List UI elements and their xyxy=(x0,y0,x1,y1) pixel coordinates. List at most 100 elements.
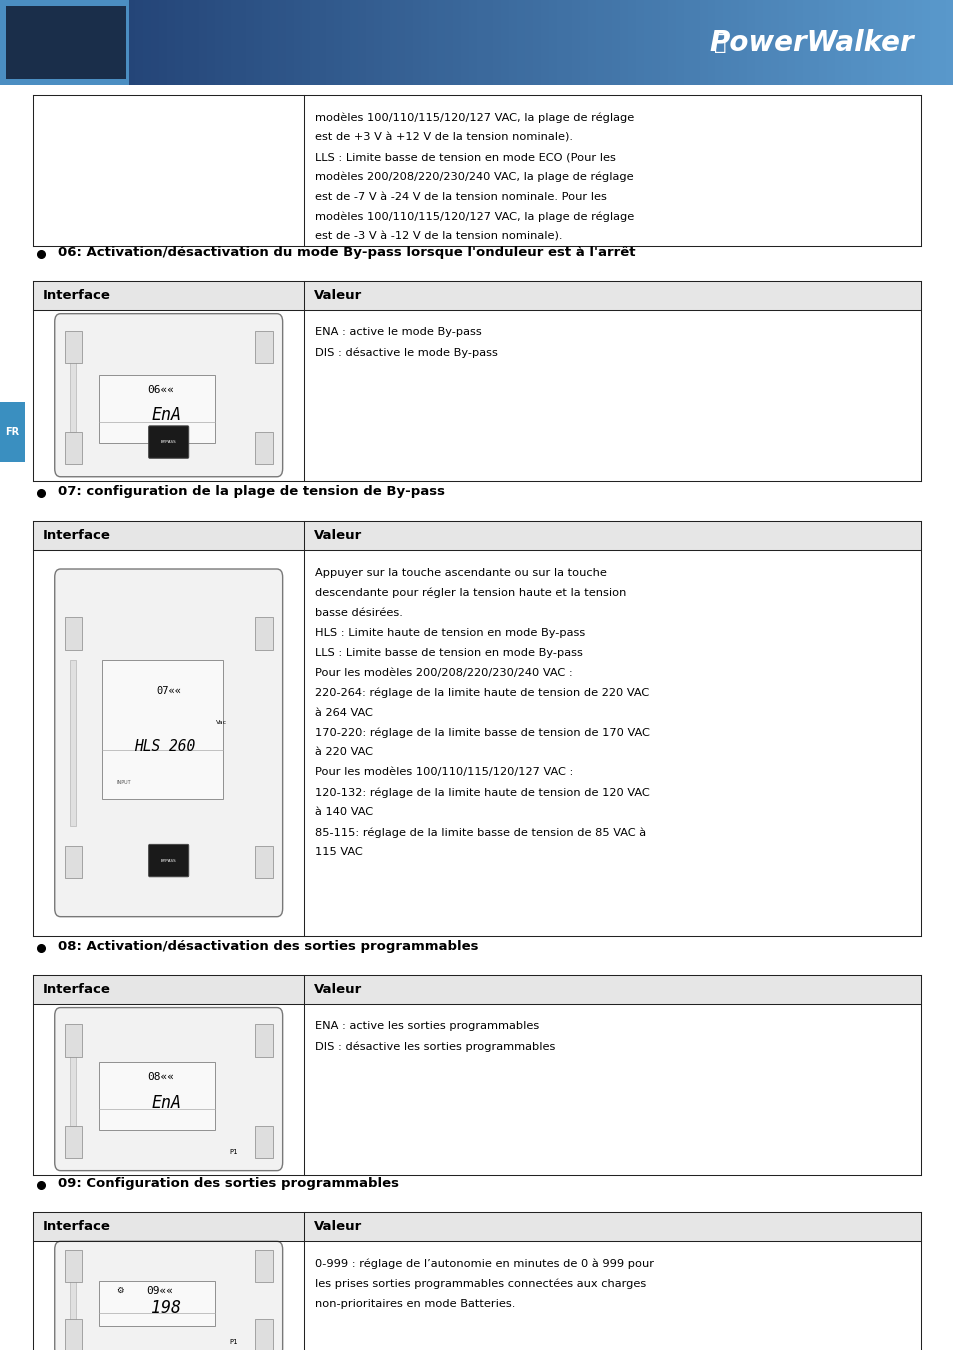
Bar xyxy=(841,0,852,85)
Bar xyxy=(374,0,383,85)
Bar xyxy=(48,0,57,85)
Text: LLS : Limite basse de tension en mode ECO (Pour les: LLS : Limite basse de tension en mode EC… xyxy=(315,153,616,162)
Bar xyxy=(65,1250,82,1282)
Text: 08««: 08«« xyxy=(148,1072,174,1081)
Text: PowerWalker: PowerWalker xyxy=(709,28,913,57)
Text: P1: P1 xyxy=(229,1149,237,1156)
Bar xyxy=(826,0,836,85)
Bar xyxy=(707,0,717,85)
Bar xyxy=(683,0,693,85)
Bar xyxy=(135,0,145,85)
Bar xyxy=(365,0,375,85)
Text: est de -7 V à -24 V de la tension nominale. Pour les: est de -7 V à -24 V de la tension nomina… xyxy=(315,192,607,202)
Bar xyxy=(65,331,82,363)
Text: modèles 100/110/115/120/127 VAC, la plage de réglage: modèles 100/110/115/120/127 VAC, la plag… xyxy=(315,212,634,223)
FancyBboxPatch shape xyxy=(54,1241,282,1350)
Bar xyxy=(183,0,193,85)
Text: EnA: EnA xyxy=(152,406,181,424)
Text: ⚙: ⚙ xyxy=(115,1287,123,1295)
Text: INPUT: INPUT xyxy=(116,780,131,784)
Bar xyxy=(55,0,66,85)
Bar xyxy=(214,0,224,85)
Bar xyxy=(937,0,947,85)
Bar xyxy=(33,95,920,246)
Bar xyxy=(255,846,273,879)
Bar xyxy=(65,432,82,464)
Bar xyxy=(945,0,953,85)
Bar xyxy=(65,846,82,879)
Bar xyxy=(802,0,812,85)
Text: HLS : Limite haute de tension en mode By-pass: HLS : Limite haute de tension en mode By… xyxy=(315,628,585,637)
Bar xyxy=(436,0,447,85)
Bar xyxy=(421,0,431,85)
Bar xyxy=(556,0,566,85)
Text: 06: Activation/désactivation du mode By-pass lorsque l'onduleur est à l'arrêt: 06: Activation/désactivation du mode By-… xyxy=(58,246,635,259)
Bar xyxy=(31,0,42,85)
Text: 198: 198 xyxy=(152,1299,181,1318)
Bar xyxy=(286,0,295,85)
Text: est de +3 V à +12 V de la tension nominale).: est de +3 V à +12 V de la tension nomina… xyxy=(315,132,573,142)
Text: 0-999 : réglage de l’autonomie en minutes de 0 à 999 pour: 0-999 : réglage de l’autonomie en minute… xyxy=(315,1258,654,1269)
Text: BYPASS: BYPASS xyxy=(161,440,176,444)
Bar xyxy=(255,331,273,363)
Bar xyxy=(326,0,335,85)
Bar xyxy=(476,0,486,85)
Bar xyxy=(191,0,200,85)
Bar xyxy=(453,0,462,85)
Bar xyxy=(238,0,248,85)
Bar xyxy=(493,0,502,85)
Bar xyxy=(810,0,820,85)
Bar xyxy=(715,0,724,85)
Text: FR: FR xyxy=(6,427,19,437)
Text: DIS : désactive les sorties programmables: DIS : désactive les sorties programmable… xyxy=(315,1041,556,1052)
Bar xyxy=(159,0,169,85)
Text: 85-115: réglage de la limite basse de tension de 85 VAC à: 85-115: réglage de la limite basse de te… xyxy=(315,828,646,838)
Bar xyxy=(619,0,629,85)
Text: ⓞ: ⓞ xyxy=(713,32,726,53)
Bar xyxy=(699,0,709,85)
Bar xyxy=(540,0,550,85)
Text: Interface: Interface xyxy=(43,529,111,543)
Bar xyxy=(33,521,920,551)
Bar xyxy=(898,0,907,85)
Bar xyxy=(0,0,10,85)
Bar xyxy=(127,0,137,85)
Bar xyxy=(413,0,423,85)
Bar xyxy=(596,0,605,85)
Bar xyxy=(397,0,407,85)
Bar xyxy=(746,0,757,85)
Text: ENA : active les sorties programmables: ENA : active les sorties programmables xyxy=(315,1022,539,1031)
Bar xyxy=(865,0,876,85)
Text: 06««: 06«« xyxy=(148,385,174,394)
Text: LLS : Limite basse de tension en mode By-pass: LLS : Limite basse de tension en mode By… xyxy=(315,648,582,657)
Bar xyxy=(651,0,661,85)
Bar xyxy=(317,0,328,85)
Bar xyxy=(627,0,638,85)
Bar xyxy=(70,1274,75,1324)
Bar xyxy=(98,1281,215,1327)
FancyBboxPatch shape xyxy=(54,313,282,477)
Text: à 140 VAC: à 140 VAC xyxy=(315,807,374,818)
Bar xyxy=(922,0,931,85)
Text: BYPASS: BYPASS xyxy=(161,859,176,863)
Bar xyxy=(341,0,352,85)
Bar xyxy=(231,0,240,85)
Bar xyxy=(357,0,367,85)
Text: Valeur: Valeur xyxy=(314,1220,361,1234)
Bar xyxy=(254,0,264,85)
Text: 09: Configuration des sorties programmables: 09: Configuration des sorties programmab… xyxy=(58,1177,398,1191)
Bar xyxy=(255,617,273,649)
Text: à 264 VAC: à 264 VAC xyxy=(315,707,373,718)
Bar xyxy=(16,0,26,85)
Bar xyxy=(739,0,748,85)
Bar xyxy=(33,521,920,936)
Text: 120-132: réglage de la limite haute de tension de 120 VAC: 120-132: réglage de la limite haute de t… xyxy=(315,787,650,798)
Bar xyxy=(350,0,359,85)
Bar xyxy=(834,0,843,85)
Bar xyxy=(198,0,209,85)
Bar xyxy=(882,0,891,85)
Bar xyxy=(0,0,129,85)
Bar xyxy=(6,5,126,80)
Bar xyxy=(65,1025,82,1057)
Bar xyxy=(33,975,920,1004)
